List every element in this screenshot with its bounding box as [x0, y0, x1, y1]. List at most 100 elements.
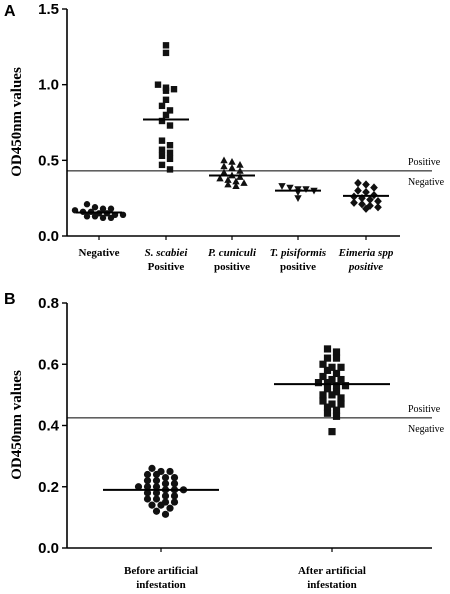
data-point [170, 473, 179, 482]
data-point [158, 161, 166, 169]
data-point [337, 394, 345, 402]
category-label-line2: infestation [136, 579, 186, 591]
data-point [323, 379, 332, 387]
data-point [99, 214, 107, 222]
data-point [328, 400, 336, 408]
data-point [158, 117, 166, 125]
data-point [328, 375, 336, 384]
data-point [350, 198, 358, 207]
panel-a: A OD450nm values 0.0 0.5 1.0 1.5 Positive N… [4, 1, 445, 273]
data-point [170, 86, 178, 93]
category-label-line2: Positive [148, 261, 185, 273]
data-point [220, 156, 228, 164]
data-point [341, 382, 350, 390]
data-point [314, 379, 323, 387]
data-point [232, 177, 240, 185]
data-point [143, 495, 152, 503]
data-point [216, 174, 224, 182]
data-point [323, 403, 332, 411]
category-label-line1: S. scabiei [145, 247, 189, 259]
data-point [332, 354, 341, 362]
data-point [162, 111, 170, 119]
panel-a-threshold: Positive Negative [67, 157, 445, 188]
data-point [236, 161, 244, 168]
panel-b-category-labels: Before artificial infestation After artifi… [124, 565, 366, 591]
data-point [337, 400, 345, 408]
group-1 [103, 464, 219, 518]
category-label-line2: positive [348, 261, 383, 273]
data-point [83, 201, 91, 208]
data-point [158, 152, 166, 159]
group-3 [209, 156, 255, 189]
data-point [107, 205, 115, 212]
data-point [166, 467, 174, 476]
data-point [134, 483, 143, 491]
data-point [224, 180, 232, 188]
category-label-line1: After artificial [298, 565, 366, 577]
data-point [236, 167, 244, 174]
category-label-line2: positive [214, 261, 250, 273]
data-point [366, 195, 374, 204]
data-point [319, 397, 327, 405]
group-5 [343, 178, 389, 213]
panel-b-axes: 0.0 0.2 0.4 0.6 0.8 [38, 295, 432, 557]
data-point [83, 213, 91, 220]
data-point [332, 382, 341, 390]
data-point [319, 360, 327, 368]
panel-b-y-axis-title: OD450nm values [9, 370, 25, 480]
data-point [370, 183, 378, 192]
data-point [91, 213, 99, 220]
data-point [161, 480, 170, 488]
data-point [166, 166, 174, 173]
data-point [152, 483, 161, 491]
data-point [328, 391, 336, 399]
data-point [162, 42, 170, 49]
data-point [99, 205, 107, 212]
data-point [154, 81, 162, 88]
data-point [323, 385, 332, 393]
data-point [152, 477, 161, 485]
data-point [224, 176, 232, 183]
data-point [152, 489, 161, 497]
category-label-line1: Before artificial [124, 565, 198, 577]
panel-b-threshold-negative-label: Negative [408, 424, 445, 435]
data-point [294, 195, 302, 203]
data-point [91, 204, 99, 211]
data-point [158, 146, 166, 153]
data-point [228, 164, 236, 171]
data-point [362, 180, 370, 189]
data-point [148, 501, 156, 509]
data-point [332, 369, 341, 378]
data-point [236, 173, 244, 180]
data-point [170, 498, 179, 506]
data-point [143, 477, 152, 485]
y-tick-label: 0.8 [38, 295, 59, 312]
data-point [158, 102, 166, 110]
panel-b-threshold-positive-label: Positive [408, 404, 441, 415]
data-point [328, 428, 336, 436]
panel-a-category-labels: Negative S. scabiei Positive P. cuniculi pos… [79, 247, 394, 273]
category-label-line1: Eimeria spp [338, 247, 394, 259]
data-point [374, 203, 382, 212]
data-point [323, 354, 332, 362]
category-label-line2: positive [280, 261, 316, 273]
data-point [323, 366, 332, 374]
category-label-line1: P. cuniculi [208, 247, 257, 259]
data-point [162, 87, 170, 94]
data-point [157, 501, 165, 509]
data-point [332, 412, 341, 420]
y-tick-label: 1.5 [38, 1, 59, 18]
data-point [166, 155, 174, 163]
data-point [286, 184, 294, 192]
category-label-line1: Negative [79, 247, 120, 259]
category-label-line1: T. pisiformis [270, 247, 326, 259]
data-point [332, 388, 341, 396]
data-point [374, 197, 382, 206]
data-point [232, 182, 240, 189]
y-tick-label: 0.6 [38, 356, 59, 373]
data-point [143, 470, 152, 479]
panel-b-points [103, 345, 390, 518]
y-tick-label: 0.0 [38, 540, 59, 557]
data-point [170, 492, 179, 500]
data-point [220, 168, 228, 176]
